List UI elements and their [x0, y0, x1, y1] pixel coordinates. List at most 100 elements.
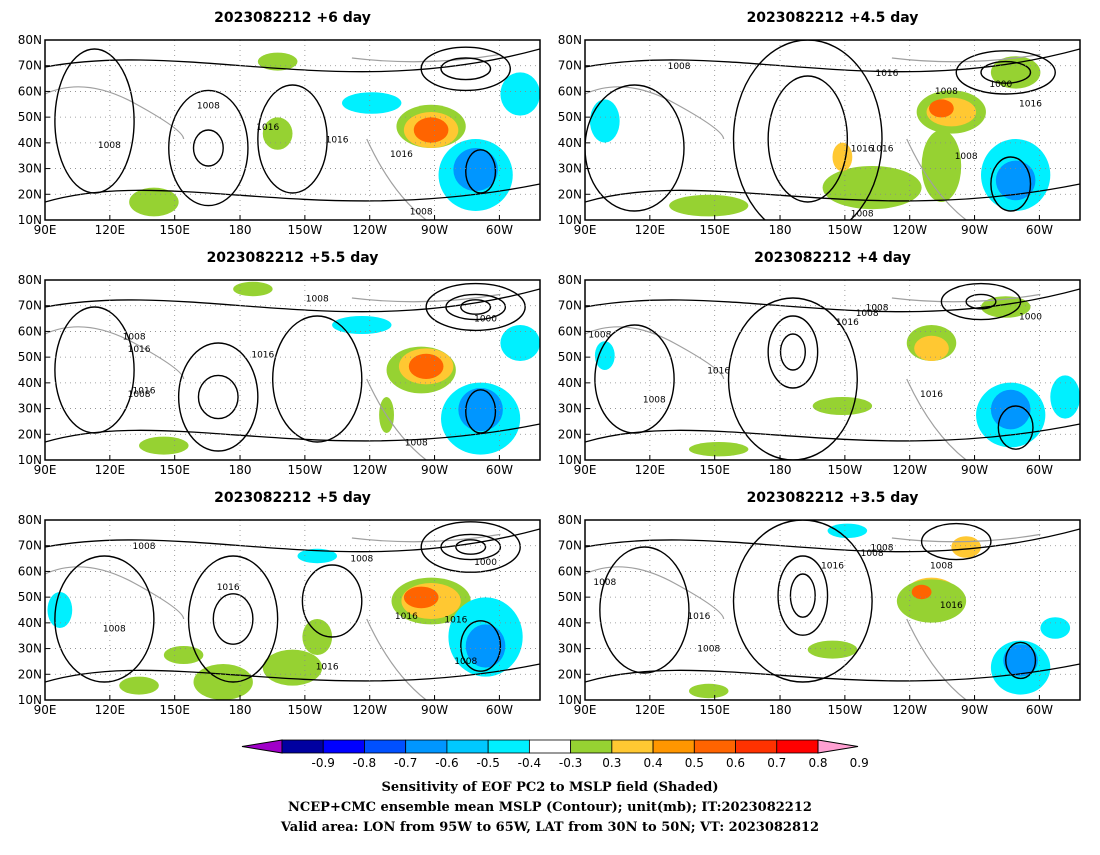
x-tick-label: 150E	[159, 463, 190, 477]
shading-region	[453, 148, 498, 192]
y-tick-label: 20N	[558, 667, 582, 681]
colorbar: -0.9 -0.8 -0.7 -0.6 -0.5 -0.4 -0.3 0.3 0.4 0.5 0.6…	[241, 739, 869, 770]
colorbar-swatch	[487, 739, 530, 754]
colorbar-label: -0.5	[476, 756, 499, 770]
map-frame	[584, 279, 1081, 461]
contour-label: 1016	[395, 612, 418, 622]
y-tick-label: 40N	[558, 376, 582, 390]
shading-region	[990, 389, 1031, 430]
y-tick-label: 10N	[18, 453, 42, 467]
x-tick-label: 150E	[699, 223, 730, 237]
y-tick-label: 60N	[558, 84, 582, 98]
y-tick-label: 80N	[18, 513, 42, 527]
shading-region	[807, 640, 858, 659]
contour-label: 1008	[98, 141, 121, 151]
shading-region	[1050, 375, 1080, 419]
y-tick-label: 30N	[18, 402, 42, 416]
y-tick-label: 50N	[558, 350, 582, 364]
caption-line-3: Valid area: LON from 95W to 65W, LAT fro…	[280, 820, 819, 835]
y-tick-label: 10N	[18, 213, 42, 227]
coastline	[45, 53, 501, 220]
colorbar-swatch	[776, 739, 819, 754]
y-tick-label: 10N	[558, 453, 582, 467]
y-tick-label: 60N	[18, 324, 42, 338]
x-tick-label: 180	[769, 223, 792, 237]
shading-region	[163, 646, 204, 664]
x-tick-label: 120E	[95, 463, 126, 477]
shading-region	[139, 436, 189, 455]
pressure-contour	[192, 129, 224, 167]
x-tick-label: 90W	[421, 703, 448, 717]
x-tick-label: 120E	[635, 703, 666, 717]
map-area: 1008 1008 1016 1016 1016 1008	[45, 40, 540, 220]
x-tick-label: 90E	[34, 223, 57, 237]
contour-label: 1016	[1019, 100, 1042, 110]
shading-region	[332, 316, 392, 334]
colorbar-label: 0.4	[644, 756, 663, 770]
y-tick-label: 10N	[558, 693, 582, 707]
y-tick-label: 50N	[558, 590, 582, 604]
colorbar-swatch	[652, 739, 695, 754]
pressure-contour	[45, 528, 540, 553]
x-tick-label: 90W	[421, 463, 448, 477]
pressure-contour	[777, 555, 829, 636]
x-tick-label: 60W	[1026, 463, 1053, 477]
y-tick-label: 80N	[558, 513, 582, 527]
x-tick-label: 150W	[827, 463, 862, 477]
contour-label: 1000	[989, 80, 1012, 90]
pressure-contour	[460, 299, 492, 315]
x-tick-label: 60W	[486, 223, 513, 237]
colorbar-swatch	[364, 739, 407, 754]
contour-label: 1000	[1019, 313, 1042, 323]
x-tick-label: 90E	[574, 223, 597, 237]
shading-region	[812, 397, 873, 415]
x-tick-label: 90W	[961, 223, 988, 237]
contour-label: 1016	[821, 562, 844, 572]
x-tick-label: 90E	[574, 463, 597, 477]
pressure-contour	[789, 573, 816, 618]
colorbar-label: 0.9	[850, 756, 869, 770]
colorbar-label: 0.7	[767, 756, 786, 770]
y-tick-label: 40N	[18, 376, 42, 390]
y-tick-label: 70N	[558, 539, 582, 553]
x-tick-label: 120E	[95, 223, 126, 237]
y-tick-label: 20N	[558, 427, 582, 441]
contour-label: 1008	[454, 657, 477, 667]
pressure-contour	[585, 183, 1080, 203]
contour-label: 1016	[851, 145, 874, 155]
x-tick-label: 90E	[574, 703, 597, 717]
panel-title: 2023082212 +4.5 day	[747, 10, 919, 26]
contour-label: 1016	[316, 662, 339, 672]
pressure-contour	[54, 48, 135, 194]
contour-label: 1008	[306, 295, 329, 305]
caption-line-2: NCEP+CMC ensemble mean MSLP (Contour); u…	[288, 800, 812, 815]
y-tick-label: 50N	[18, 590, 42, 604]
y-tick-label: 40N	[18, 616, 42, 630]
coastline	[585, 533, 1041, 700]
contour-label: 1008	[930, 562, 953, 572]
pressure-contour	[425, 282, 526, 332]
y-tick-label: 80N	[558, 33, 582, 47]
pressure-contour	[301, 564, 363, 638]
x-tick-label: 120E	[635, 463, 666, 477]
y-tick-label: 70N	[558, 59, 582, 73]
pressure-contour	[445, 293, 507, 321]
colorbar-label: -0.9	[312, 756, 335, 770]
contour-label: 1016	[707, 367, 730, 377]
pressure-contour	[767, 315, 819, 389]
map-frame	[44, 39, 541, 221]
colorbar-swatch	[322, 739, 365, 754]
colorbar-label: 0.6	[726, 756, 745, 770]
pressure-contour	[585, 48, 1080, 73]
contour-label: 1008	[668, 62, 691, 72]
x-tick-label: 90E	[34, 463, 57, 477]
colorbar-label: -0.7	[394, 756, 417, 770]
pressure-contour	[990, 156, 1032, 212]
pressure-contour	[197, 374, 239, 420]
shading-region	[342, 92, 402, 114]
panel-title: 2023082212 +3.5 day	[747, 490, 919, 506]
y-tick-label: 20N	[18, 667, 42, 681]
y-tick-label: 70N	[18, 299, 42, 313]
x-tick-label: 60W	[1026, 223, 1053, 237]
